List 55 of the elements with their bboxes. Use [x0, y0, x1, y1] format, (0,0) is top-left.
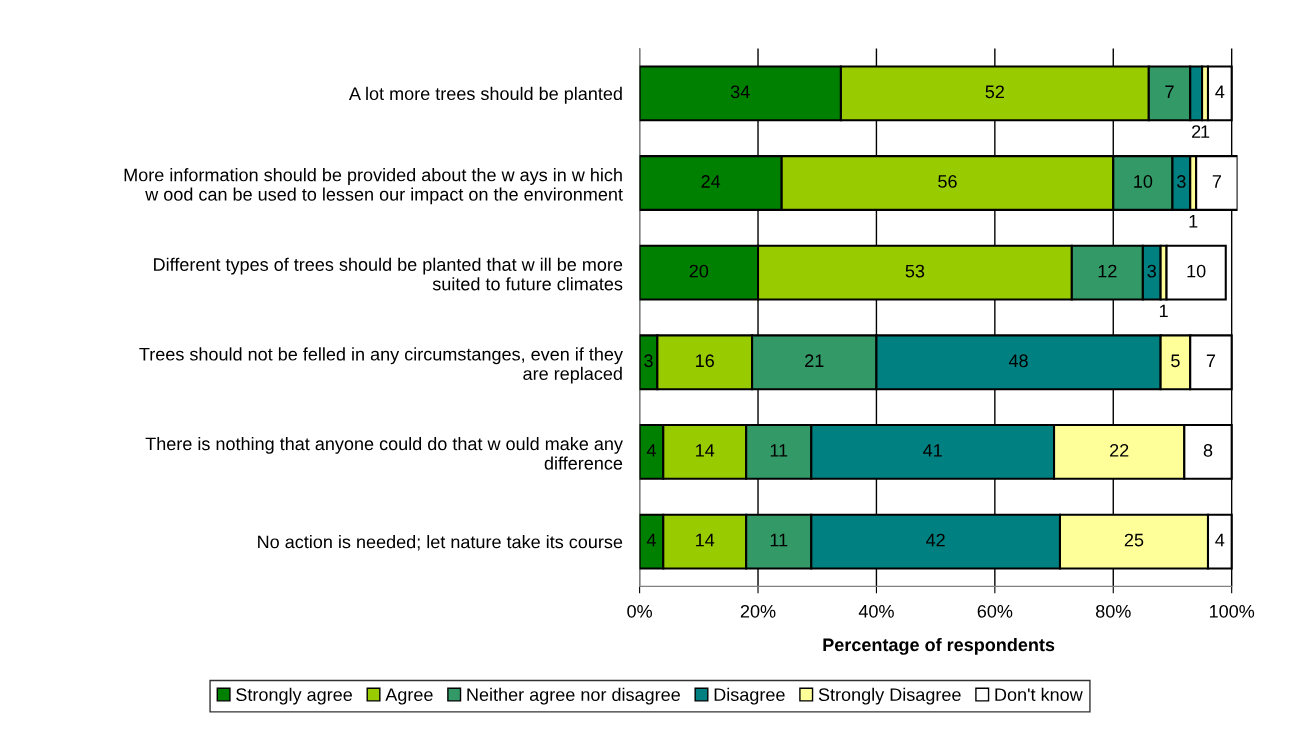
data-label: 14 [696, 444, 715, 457]
y-tick-label: Trees should not be felled in any circumstanges, even if they are replaced [139, 347, 623, 384]
data-label: 14 [696, 533, 715, 547]
data-label: 8 [1203, 444, 1213, 457]
data-label: 7 [1165, 85, 1174, 99]
data-label: 56 [938, 175, 957, 188]
data-label: 10 [1134, 175, 1153, 188]
data-label: 3 [1147, 264, 1156, 278]
x-tick-label: 0% [627, 604, 653, 618]
data-label: 22 [1110, 444, 1129, 457]
data-label: 42 [926, 533, 945, 547]
legend-label: Agree [385, 688, 433, 705]
data-label: 11 [770, 444, 788, 457]
y-tick-label: A lot more trees should be planted [348, 86, 622, 104]
legend-label: Strongly agree [236, 687, 352, 705]
data-label: 3 [644, 354, 653, 368]
data-label: 11 [770, 533, 788, 547]
y-tick-label: Different types of trees should be planted that w ill be more suited to future climates [154, 257, 623, 291]
x-tick-label: 80% [1095, 604, 1131, 618]
data-label: 25 [1124, 533, 1144, 547]
data-label: 5 [1171, 354, 1180, 368]
data-label: 4 [1215, 85, 1225, 99]
x-tick-label: 20% [740, 604, 776, 618]
data-label: 12 [1098, 264, 1117, 278]
data-label: 16 [696, 354, 714, 368]
data-label: 21 [805, 354, 824, 367]
legend-label: Neither agree nor disagree [467, 687, 680, 705]
data-label: 1 [1201, 125, 1210, 138]
data-label: 52 [985, 85, 1004, 99]
data-label: 10 [1187, 264, 1206, 278]
data-label: 4 [646, 444, 656, 457]
data-label: 34 [730, 85, 750, 99]
legend-label: Don't know [995, 687, 1083, 702]
y-tick-label: No action is needed; let nature take its course [258, 535, 623, 551]
legend-label: Disagree [714, 687, 785, 705]
data-label: 7 [1212, 175, 1221, 188]
data-label: 4 [1215, 533, 1225, 547]
data-label: 4 [646, 533, 656, 547]
x-axis-title: Percentage of respondents [823, 637, 1055, 655]
data-label: 24 [701, 175, 721, 188]
data-label: 2 [1192, 125, 1201, 138]
data-label: 1 [1189, 215, 1198, 228]
legend-label: Strongly Disagree [818, 687, 961, 705]
x-tick-label: 60% [977, 604, 1013, 618]
data-label: 48 [1008, 354, 1028, 368]
data-label: 20 [689, 264, 709, 278]
x-tick-label: 40% [858, 604, 894, 618]
data-label: 3 [1177, 175, 1186, 188]
x-tick-label: 100% [1209, 604, 1255, 618]
data-label: 41 [923, 444, 942, 457]
y-tick-label: There is nothing that anyone could do that w ould make any difference [145, 436, 623, 470]
data-label: 1 [1159, 304, 1168, 318]
y-tick-label: More information should be provided about the w ays in w hich w ood can be used to lessen our impact on the environment [124, 168, 623, 205]
data-label: 53 [905, 264, 925, 278]
data-label: 7 [1206, 354, 1216, 367]
